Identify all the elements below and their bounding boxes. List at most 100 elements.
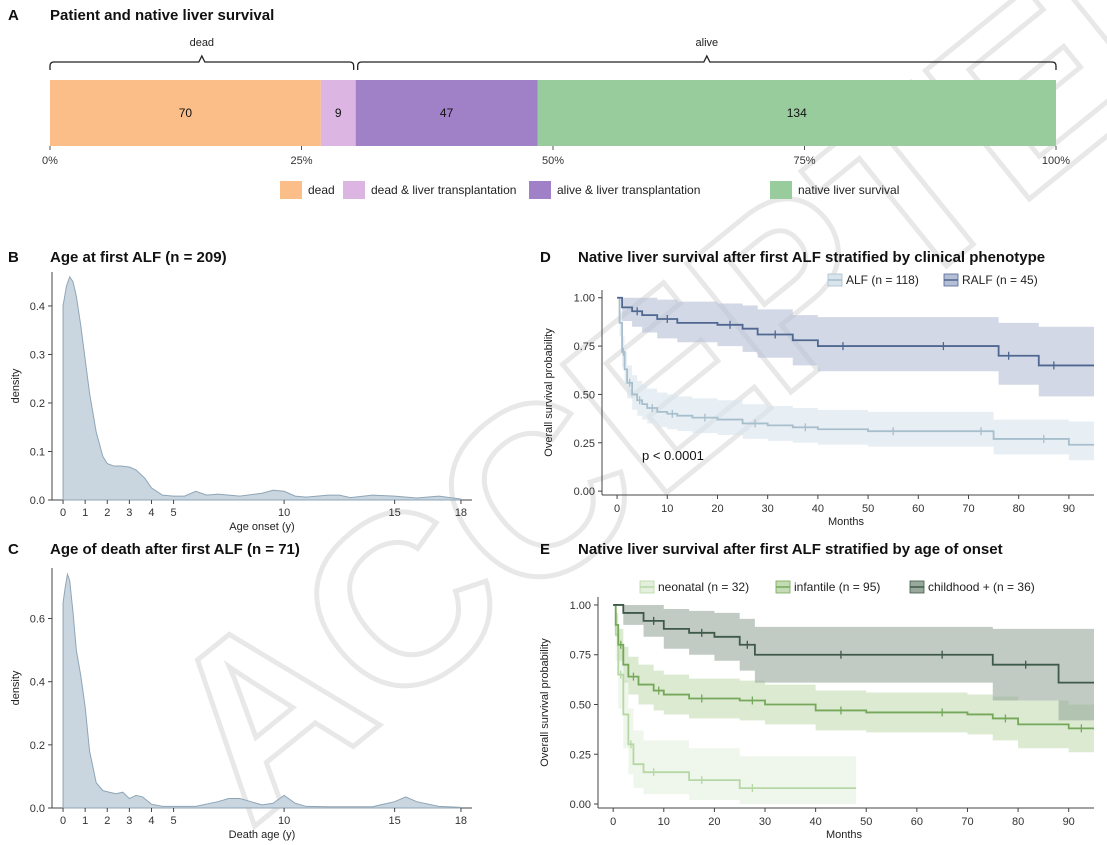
x-tick-label-0: 0 — [614, 503, 620, 515]
y-tick-label-0: 0.00 — [570, 799, 591, 811]
ci-band-2 — [613, 604, 1094, 721]
x-tick-label-4: 40 — [810, 816, 822, 828]
panel-d-letter: D — [540, 249, 551, 266]
x-tick-label-0: 0% — [42, 155, 58, 167]
y-tick-label-3: 0.75 — [570, 650, 591, 662]
x-tick-label-1: 1 — [82, 815, 88, 827]
x-axis-label: Age onset (y) — [229, 521, 294, 533]
x-axis-label: Death age (y) — [229, 829, 296, 841]
legend-label-2: alive & liver transplantation — [557, 183, 700, 197]
y-tick-label-1: 0.25 — [570, 749, 591, 761]
x-tick-label-2: 50% — [542, 155, 564, 167]
x-tick-label-6: 10 — [278, 815, 290, 827]
x-tick-label-5: 50 — [860, 816, 872, 828]
y-axis-label: Overall survival probability — [543, 328, 555, 457]
x-tick-label-0: 0 — [60, 507, 66, 519]
y-tick-label-4: 1.00 — [570, 600, 591, 612]
x-tick-label-7: 15 — [389, 815, 401, 827]
x-tick-label-1: 10 — [661, 503, 673, 515]
y-tick-label-3: 0.6 — [30, 614, 45, 626]
y-tick-label-2: 0.4 — [30, 677, 45, 689]
x-tick-label-8: 80 — [1012, 816, 1024, 828]
survival-curve-2 — [613, 604, 1094, 684]
y-tick-label-2: 0.50 — [570, 699, 591, 711]
legend-label-0: dead — [308, 183, 335, 197]
bar-segment-label-2: 47 — [440, 106, 454, 120]
x-tick-label-7: 70 — [962, 503, 974, 515]
survival-curve-0 — [613, 604, 857, 789]
ci-band-0 — [613, 604, 857, 805]
x-tick-label-1: 25% — [290, 155, 312, 167]
x-tick-label-9: 90 — [1063, 503, 1075, 515]
bracket-0 — [49, 54, 355, 70]
y-axis-label: density — [10, 670, 22, 705]
bar-segment-2 — [355, 80, 538, 146]
y-tick-label-3: 0.75 — [574, 341, 595, 353]
density-area — [62, 572, 462, 809]
x-axis-label: Months — [828, 516, 865, 528]
x-tick-label-5: 5 — [171, 815, 177, 827]
x-tick-label-2: 20 — [711, 503, 723, 515]
panel-b-letter: B — [8, 249, 19, 266]
y-tick-label-4: 1.00 — [574, 293, 595, 305]
x-tick-label-6: 60 — [911, 816, 923, 828]
x-tick-label-8: 18 — [455, 815, 467, 827]
x-tick-label-1: 1 — [82, 507, 88, 519]
bar-segment-label-3: 134 — [787, 106, 807, 120]
bar-segment-0 — [50, 80, 321, 146]
x-tick-label-4: 4 — [148, 507, 154, 519]
legend-swatch-0 — [280, 181, 302, 199]
x-tick-label-9: 90 — [1063, 816, 1075, 828]
x-tick-label-7: 15 — [389, 507, 401, 519]
y-tick-label-0: 0.00 — [574, 486, 595, 498]
bracket-1 — [357, 54, 1057, 70]
panel-c-letter: C — [8, 541, 19, 558]
bracket-label-0: dead — [190, 37, 214, 49]
panel-c-density-plot: 0.0 0.2 0.4 0.6 0 1 2 3 4 5 10 15 18 Death age (y) den… — [10, 568, 472, 841]
bar-segment-3 — [537, 80, 1056, 146]
survival-curve-1 — [613, 604, 1094, 730]
panel-e-letter: E — [540, 541, 550, 558]
x-axis-label: Months — [826, 829, 863, 841]
x-tick-label-3: 3 — [126, 507, 132, 519]
legend-label-3: native liver survival — [798, 183, 899, 197]
legend-label-1: RALF (n = 45) — [962, 273, 1038, 287]
panel-e-km-plot: 0.00 0.25 0.50 0.75 1.00 0 10 20 30 40 50 60 70 80 90 M… — [539, 580, 1094, 841]
legend-swatch-1 — [343, 181, 365, 199]
y-axis-label: Overall survival probability — [539, 638, 551, 767]
y-tick-label-1: 0.25 — [574, 438, 595, 450]
y-tick-label-2: 0.50 — [574, 389, 595, 401]
x-tick-label-7: 70 — [961, 816, 973, 828]
bar-segment-label-0: 70 — [179, 106, 193, 120]
panel-d-title: Native liver survival after first ALF st… — [578, 249, 1045, 266]
x-tick-label-1: 10 — [658, 816, 670, 828]
x-tick-label-0: 0 — [60, 815, 66, 827]
panel-b-title: Age at first ALF (n = 209) — [50, 249, 227, 266]
panel-a-letter: A — [8, 7, 19, 24]
survival-curve-1 — [617, 296, 1094, 367]
legend-label-0: neonatal (n = 32) — [658, 580, 749, 594]
x-tick-label-6: 10 — [278, 507, 290, 519]
panel-d-km-plot: 0.00 0.25 0.50 0.75 1.00 0 10 20 30 40 50 60 70 80 90 M… — [543, 273, 1094, 528]
x-tick-label-8: 80 — [1013, 503, 1025, 515]
y-tick-label-0: 0.0 — [30, 803, 45, 815]
y-tick-label-0: 0.0 — [30, 495, 45, 507]
panel-a-stacked-bar: 70 9 47 134 dead alive 0% 25% 50% 75% 100% dead dead… — [42, 37, 1070, 199]
ci-band-1 — [617, 297, 1094, 397]
survival-curve-0 — [617, 296, 1094, 446]
x-tick-label-2: 2 — [104, 815, 110, 827]
legend-label-1: infantile (n = 95) — [794, 580, 880, 594]
x-tick-label-5: 5 — [171, 507, 177, 519]
y-tick-label-2: 0.2 — [30, 398, 45, 410]
x-tick-label-4: 100% — [1042, 155, 1070, 167]
legend-swatch-2 — [529, 181, 551, 199]
x-tick-label-2: 20 — [708, 816, 720, 828]
legend-label-0: ALF (n = 118) — [846, 273, 919, 287]
bracket-label-1: alive — [696, 37, 719, 49]
y-axis-label: density — [10, 368, 22, 403]
x-tick-label-4: 40 — [812, 503, 824, 515]
x-tick-label-2: 2 — [104, 507, 110, 519]
ci-band-1 — [613, 604, 1094, 753]
x-tick-label-3: 30 — [762, 503, 774, 515]
